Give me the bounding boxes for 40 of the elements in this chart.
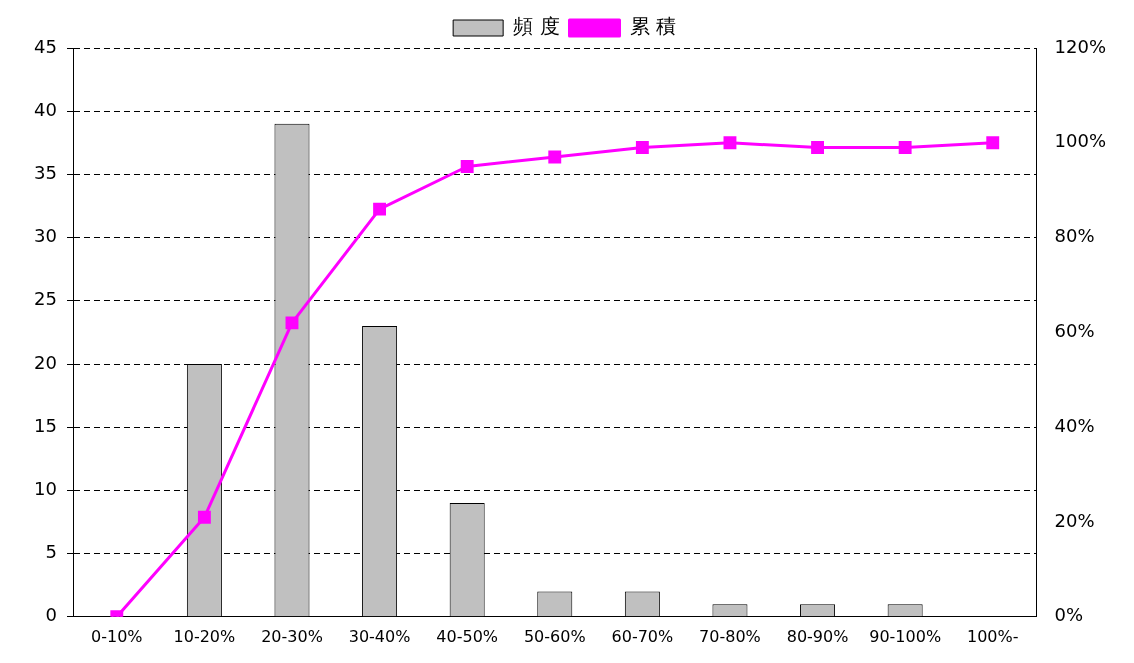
x-tick-label: 0-10%: [91, 626, 143, 646]
y-tick-label: 30: [34, 225, 57, 247]
x-tick-label: 70-80%: [699, 626, 761, 646]
y2-tick-label: 40%: [1054, 414, 1095, 436]
x-tick-label: 50-60%: [523, 626, 586, 646]
y2-tick-label: 60%: [1054, 320, 1095, 342]
y-tick-label: 45: [34, 35, 57, 57]
point: [986, 136, 1000, 150]
y-tick-label: 35: [34, 162, 57, 184]
y-tick-label: 25: [34, 288, 57, 310]
x-tick-label: 60-70%: [611, 626, 674, 646]
y2-tick-label: 0%: [1054, 604, 1084, 626]
y-tick-label: 0: [45, 604, 57, 626]
x-tick-label: 100%-: [966, 626, 1019, 646]
legend-label: 累 積: [629, 14, 676, 39]
point: [373, 202, 387, 216]
x-tick-label: 20-30%: [261, 626, 323, 646]
y-tick-label: 10: [34, 478, 57, 500]
y2-tick-label: 100%: [1054, 130, 1107, 152]
y2-tick-label: 80%: [1054, 225, 1095, 247]
point: [723, 136, 737, 150]
y2-tick-label: 20%: [1054, 509, 1095, 531]
y-tick-label: 5: [45, 541, 57, 563]
legend-label: 頻 度: [513, 14, 560, 39]
point: [898, 141, 912, 154]
y-tick-label: 40: [34, 98, 57, 120]
x-tick-label: 80-90%: [786, 626, 849, 646]
point: [197, 510, 211, 524]
y-tick-label: 15: [34, 414, 57, 436]
point: [548, 150, 562, 164]
y2-tick-label: 120%: [1054, 35, 1107, 57]
x-tick-label: 30-40%: [348, 626, 411, 646]
x-tick-label: 90-100%: [869, 626, 942, 646]
point: [460, 160, 474, 173]
x-tick-label: 10-20%: [173, 626, 236, 646]
x-tick-label: 40-50%: [436, 626, 499, 646]
point: [285, 316, 299, 330]
point: [811, 141, 824, 154]
point: [635, 141, 649, 154]
y-tick-label: 20: [34, 351, 57, 373]
